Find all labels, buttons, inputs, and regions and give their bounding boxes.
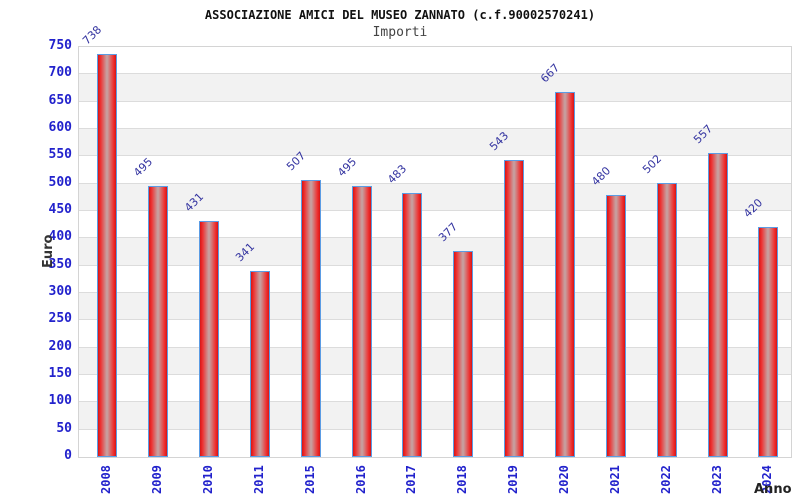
y-tick-250: 250 (48, 311, 72, 327)
bar-2022 (656, 182, 677, 457)
y-tick-50: 50 (56, 420, 72, 436)
y-tick-0: 0 (64, 448, 72, 463)
gridline (79, 210, 791, 211)
gridline (79, 100, 791, 102)
y-tick-750: 750 (48, 38, 72, 53)
x-tick-2015: 2015 (302, 465, 317, 494)
bar-2018 (453, 250, 474, 457)
x-tick-2008: 2008 (99, 465, 114, 494)
gridline (79, 128, 791, 129)
y-tick-350: 350 (48, 256, 72, 272)
bar-2023 (707, 152, 728, 457)
x-tick-2010: 2010 (200, 465, 215, 494)
x-tick-2009: 2009 (150, 465, 165, 494)
gridline (79, 182, 791, 184)
bar-2009 (148, 186, 169, 457)
grid-band-gray (79, 347, 791, 375)
bar-2019 (504, 160, 525, 457)
grid-band-gray (79, 238, 791, 266)
gridline (79, 155, 791, 157)
gridline (79, 264, 791, 266)
y-tick-450: 450 (48, 202, 72, 217)
x-tick-2011: 2011 (251, 465, 266, 494)
grid-band-gray (79, 129, 791, 157)
grid-band-white (79, 375, 791, 403)
plot-area (78, 46, 792, 458)
y-tick-500: 500 (48, 174, 72, 190)
chart-title: ASSOCIAZIONE AMICI DEL MUSEO ZANNATO (c.… (204, 8, 596, 22)
grid-band-white (79, 47, 791, 75)
bar-2017 (402, 192, 423, 457)
grid-band-white (79, 101, 791, 129)
y-tick-550: 550 (48, 147, 72, 163)
gridline (79, 428, 791, 430)
x-tick-2022: 2022 (658, 465, 673, 494)
y-tick-150: 150 (48, 366, 72, 381)
x-tick-2017: 2017 (404, 465, 419, 494)
bar-2011 (249, 270, 270, 457)
gridline (79, 292, 791, 293)
y-tick-200: 200 (48, 338, 72, 354)
grid-band-gray (79, 293, 791, 321)
y-tick-300: 300 (48, 284, 72, 299)
y-tick-400: 400 (48, 229, 72, 245)
bar-2024 (758, 227, 779, 457)
y-tick-100: 100 (48, 393, 72, 409)
grid-band-gray (79, 402, 791, 430)
y-tick-700: 700 (48, 65, 72, 81)
x-tick-2023: 2023 (709, 465, 724, 494)
bar-2020 (554, 92, 575, 457)
gridline (79, 73, 791, 75)
chart-subtitle: Importi (372, 25, 428, 40)
x-axis-title: Anno (754, 482, 792, 497)
x-tick-2019: 2019 (506, 465, 521, 494)
gridline (79, 401, 791, 403)
bar-2016 (351, 186, 372, 457)
bar-2021 (605, 194, 626, 457)
y-tick-650: 650 (48, 92, 72, 108)
bar-2015 (300, 179, 321, 457)
y-axis-title: Euro (41, 234, 56, 268)
gridline (79, 237, 791, 239)
gridline (79, 319, 791, 321)
gridline (79, 346, 791, 348)
grid-band-white (79, 320, 791, 348)
grid-band-white (79, 156, 791, 184)
x-tick-2020: 2020 (556, 465, 571, 494)
x-tick-2016: 2016 (353, 465, 368, 494)
x-tick-2018: 2018 (455, 465, 470, 494)
grid-band-white (79, 265, 791, 293)
y-tick-600: 600 (48, 120, 72, 135)
grid-band-white (79, 429, 791, 457)
x-tick-2021: 2021 (607, 465, 622, 494)
grid-band-gray (79, 74, 791, 102)
bar-2010 (198, 221, 219, 457)
bar-2008 (97, 53, 118, 457)
gridline (79, 374, 791, 375)
